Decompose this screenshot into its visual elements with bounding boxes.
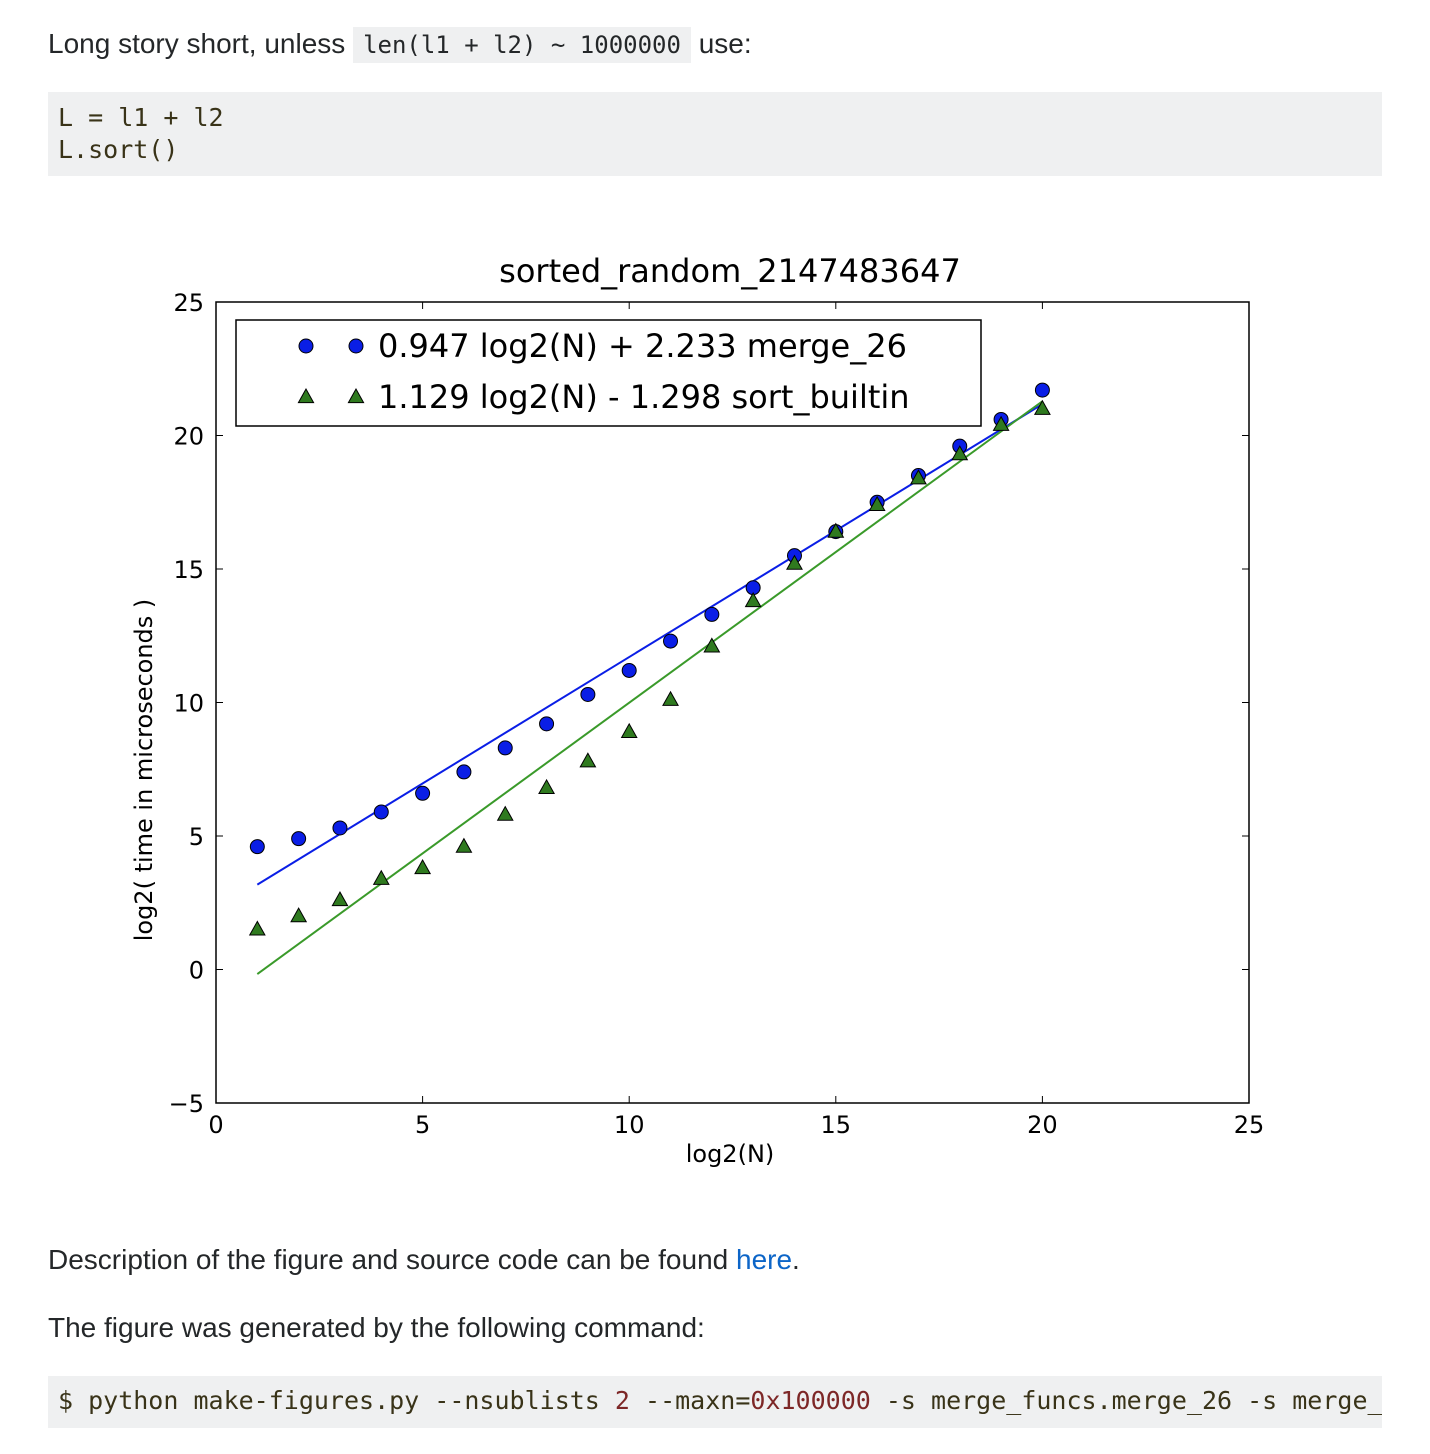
data-point-circle [415, 785, 431, 801]
code-line: L.sort() [58, 135, 179, 164]
x-tick-label: 5 [415, 1111, 430, 1139]
data-point-circle [456, 764, 472, 780]
command-part: -s merge_funcs.merge_26 -s merge_funcs.s… [885, 1386, 1382, 1415]
data-point-triangle [992, 415, 1010, 431]
data-point-triangle [372, 869, 390, 885]
data-point-triangle [414, 859, 432, 875]
data-point-triangle [331, 891, 349, 907]
data-point-circle [373, 804, 389, 820]
command-number: 0x100000 [750, 1386, 871, 1415]
data-point-circle [621, 662, 637, 678]
chart-title: sorted_random_2147483647 [499, 252, 961, 290]
x-tick-label: 25 [1234, 1111, 1265, 1139]
code-block-command[interactable]: $ python make-figures.py --nsublists 2 -… [48, 1376, 1382, 1428]
data-point-circle [580, 686, 596, 702]
intro-suffix: use: [698, 28, 752, 59]
y-tick-label: −5 [169, 1090, 204, 1118]
data-point-circle [539, 716, 555, 732]
data-point-triangle [827, 522, 845, 538]
code-block-sort[interactable]: L = l1 + l2 L.sort() [48, 92, 1382, 176]
description-prefix: Description of the figure and source cod… [48, 1244, 729, 1275]
inline-code-len: len(l1 + l2) ~ 1000000 [353, 27, 691, 63]
x-tick-label: 15 [821, 1111, 852, 1139]
description-suffix: . [792, 1244, 800, 1275]
data-point-triangle [703, 637, 721, 653]
data-point-circle [663, 633, 679, 649]
legend-box [235, 319, 982, 427]
data-point-triangle [538, 778, 556, 795]
here-link[interactable]: here [736, 1244, 793, 1275]
data-point-triangle [290, 907, 308, 923]
y-tick-label: 0 [189, 957, 204, 985]
code-line: L = l1 + l2 [58, 103, 224, 132]
y-tick-label: 20 [173, 423, 204, 451]
command-intro: The figure was generated by the followin… [48, 1312, 705, 1343]
data-point-triangle [744, 592, 762, 608]
data-point-triangle [951, 445, 969, 461]
data-point-triangle [868, 495, 886, 512]
data-point-circle [704, 606, 720, 622]
data-point-triangle [455, 837, 473, 853]
intro-prefix: Long story short, unless [48, 28, 346, 59]
command-part: $ python make-figures.py --nsublists [58, 1386, 615, 1415]
data-point-circle [1034, 382, 1050, 398]
data-point-triangle [786, 554, 803, 570]
legend-marker [297, 387, 315, 404]
scatter-chart: sorted_random_2147483647 0 5 10 15 20 25−5051… [130, 252, 1265, 1168]
y-tick-label: 15 [173, 556, 204, 584]
data-point-triangle [620, 722, 638, 738]
description-paragraph: Description of the figure and source cod… [48, 1242, 800, 1278]
intro-paragraph: Long story short, unless len(l1 + l2) ~ … [48, 26, 752, 63]
legend-label: 0.947 log2(N) + 2.233 merge_26 [378, 327, 907, 365]
x-tick-label: 20 [1027, 1111, 1058, 1139]
data-point-triangle [248, 920, 266, 936]
data-point-circle [497, 740, 513, 756]
y-tick-label: 5 [189, 823, 204, 851]
command-number: 2 [614, 1386, 630, 1415]
data-point-triangle [579, 752, 597, 768]
legend-label: 1.129 log2(N) - 1.298 sort_builtin [378, 378, 910, 416]
data-point-triangle [1033, 399, 1051, 415]
y-axis-title: log2( time in microseconds ) [130, 599, 158, 942]
fit-line-sort-builtin [256, 400, 1043, 975]
x-axis-title: log2(N) [686, 1140, 775, 1168]
x-tick-label: 10 [614, 1111, 645, 1139]
legend-marker [347, 387, 365, 404]
data-point-circle [332, 820, 348, 836]
legend-marker [348, 338, 364, 354]
data-point-circle [249, 839, 265, 855]
y-tick-label: 25 [173, 289, 204, 317]
data-point-triangle [662, 690, 679, 706]
x-tick-label: 0 [208, 1111, 223, 1139]
data-point-triangle [909, 469, 927, 485]
y-tick-label: 10 [173, 690, 204, 718]
data-point-triangle [496, 805, 514, 821]
data-point-circle [291, 831, 307, 847]
command-part: --maxn= [629, 1386, 751, 1415]
legend-marker [298, 338, 314, 354]
plot-frame [215, 301, 1250, 1104]
